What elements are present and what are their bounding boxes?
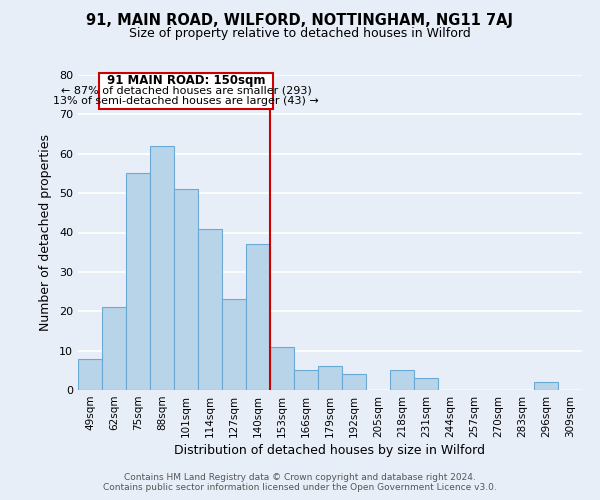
Text: 13% of semi-detached houses are larger (43) →: 13% of semi-detached houses are larger (… (53, 96, 319, 106)
Bar (414, 378, 438, 390)
Bar (102, 308, 126, 390)
Text: Size of property relative to detached houses in Wilford: Size of property relative to detached ho… (129, 28, 471, 40)
Bar (270, 346, 294, 390)
Text: 91 MAIN ROAD: 150sqm: 91 MAIN ROAD: 150sqm (107, 74, 265, 87)
Bar (534, 382, 558, 390)
X-axis label: Distribution of detached houses by size in Wilford: Distribution of detached houses by size … (175, 444, 485, 457)
Bar (246, 244, 270, 390)
Bar (222, 300, 246, 390)
Text: Contains public sector information licensed under the Open Government Licence v3: Contains public sector information licen… (103, 484, 497, 492)
Bar (390, 370, 414, 390)
Bar (294, 370, 318, 390)
Bar (342, 374, 366, 390)
Text: Contains HM Land Registry data © Crown copyright and database right 2024.: Contains HM Land Registry data © Crown c… (124, 474, 476, 482)
Bar (150, 146, 174, 390)
Y-axis label: Number of detached properties: Number of detached properties (39, 134, 52, 331)
Bar (318, 366, 342, 390)
Text: ← 87% of detached houses are smaller (293): ← 87% of detached houses are smaller (29… (61, 86, 311, 96)
Text: 91, MAIN ROAD, WILFORD, NOTTINGHAM, NG11 7AJ: 91, MAIN ROAD, WILFORD, NOTTINGHAM, NG11… (86, 12, 514, 28)
Bar (78, 358, 102, 390)
Bar (126, 174, 150, 390)
Bar (174, 189, 198, 390)
Bar (198, 228, 222, 390)
